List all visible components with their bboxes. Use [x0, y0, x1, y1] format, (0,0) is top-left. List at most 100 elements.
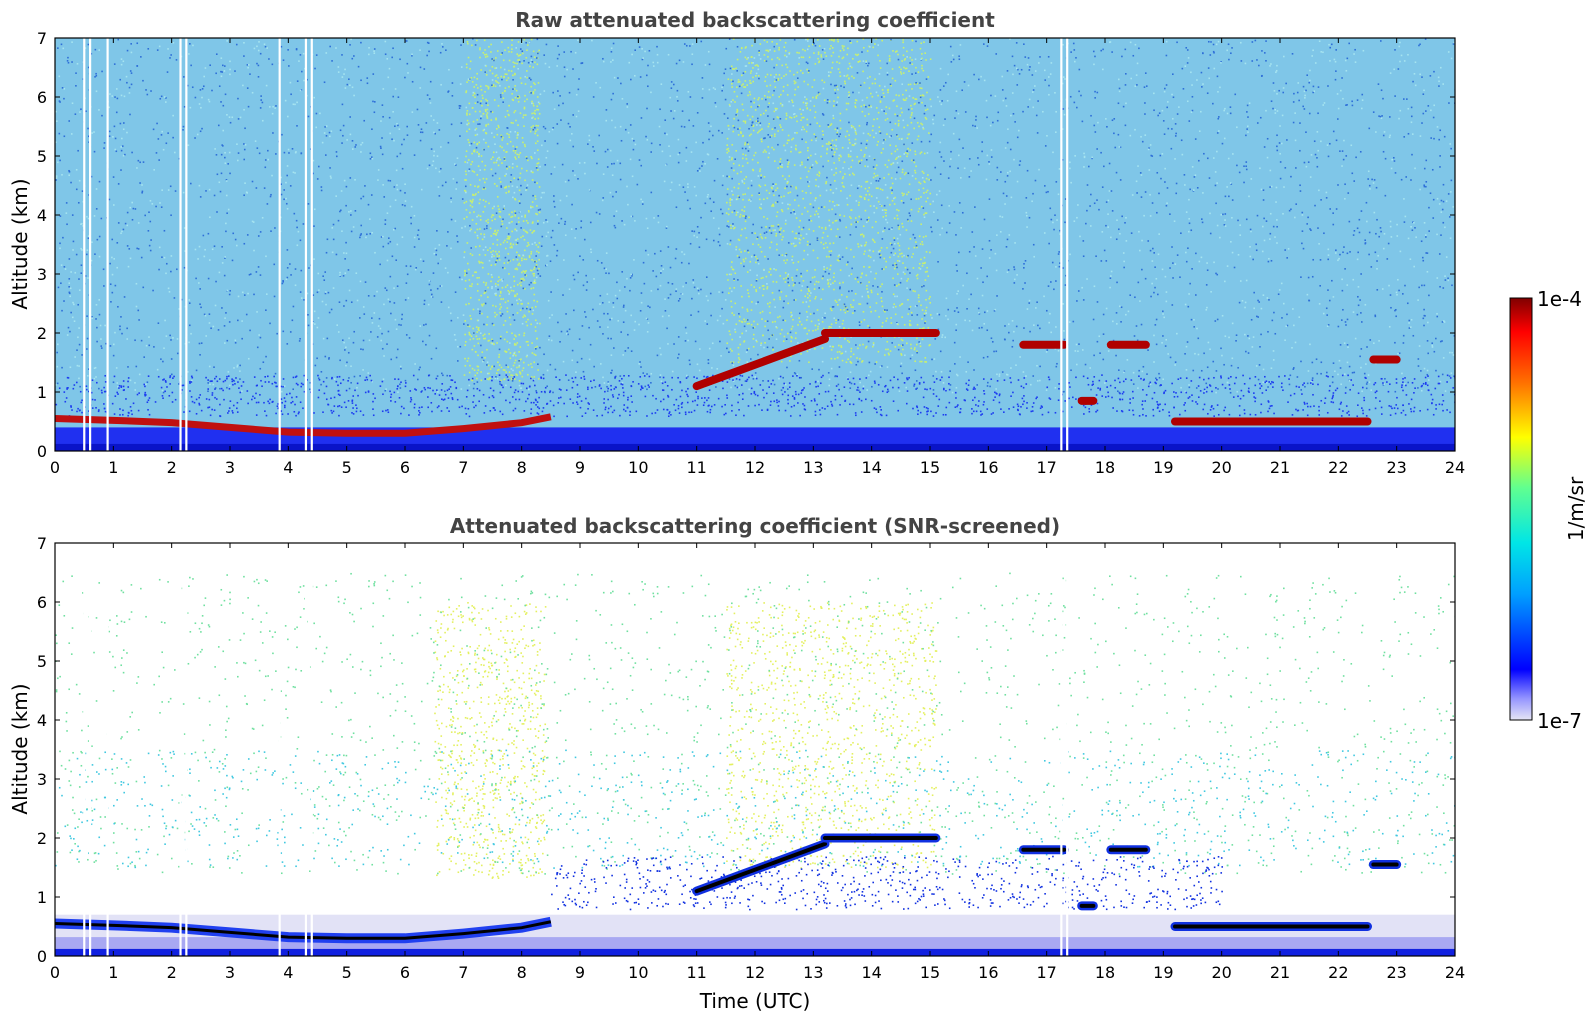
noise-speck [94, 76, 96, 78]
noise-speck [776, 57, 779, 59]
noise-speck [137, 248, 140, 250]
noise-speck [1423, 308, 1425, 311]
noise-speck [753, 154, 755, 157]
noise-speck [441, 184, 444, 187]
noise-speck [744, 122, 747, 124]
noise-speck [537, 158, 540, 161]
noise-speck [572, 170, 574, 172]
noise-speck [532, 272, 534, 275]
noise-speck [536, 140, 539, 143]
noise-speck [483, 333, 486, 336]
noise-speck [894, 113, 896, 116]
noise-speck [827, 282, 830, 284]
noise-speck [852, 58, 854, 60]
noise-speck [751, 301, 753, 303]
noise-speck [613, 224, 616, 227]
noise-speck [536, 182, 538, 184]
noise-speck [937, 260, 939, 263]
noise-speck [500, 135, 503, 138]
noise-speck [757, 301, 759, 303]
plot-background [55, 38, 1455, 451]
noise-speck [871, 238, 874, 241]
noise-speck [750, 82, 752, 84]
noise-speck [768, 102, 770, 105]
noise-speck [795, 217, 798, 219]
noise-speck [917, 210, 920, 213]
noise-speck [419, 366, 421, 369]
noise-speck [1451, 284, 1453, 287]
noise-speck [845, 361, 848, 364]
noise-speck [517, 59, 519, 61]
noise-speck [729, 287, 731, 290]
noise-speck [456, 181, 458, 184]
noise-speck [914, 153, 917, 156]
noise-speck [570, 50, 572, 53]
noise-speck [428, 164, 431, 167]
noise-speck [747, 347, 750, 350]
noise-speck [907, 299, 909, 301]
noise-speck [886, 62, 889, 65]
noise-speck [1081, 120, 1084, 123]
noise-speck [777, 130, 779, 132]
noise-speck [170, 270, 172, 273]
noise-speck [772, 229, 775, 232]
noise-speck [838, 157, 840, 160]
noise-speck [502, 241, 505, 244]
noise-speck [1158, 376, 1161, 379]
noise-speck [360, 41, 362, 44]
noise-speck [505, 185, 508, 188]
noise-speck [1103, 165, 1105, 168]
noise-speck [750, 323, 753, 326]
noise-speck [495, 376, 497, 378]
noise-speck [884, 138, 887, 141]
noise-speck [517, 95, 519, 98]
noise-speck [493, 183, 496, 185]
raw-backscatter-panel: Raw attenuated backscattering coefficien… [8, 8, 1465, 477]
noise-speck [1059, 229, 1061, 232]
noise-speck [522, 116, 524, 119]
noise-speck [472, 337, 475, 340]
noise-speck [1212, 50, 1215, 53]
noise-speck [851, 75, 853, 78]
noise-speck [758, 286, 761, 289]
noise-speck [958, 55, 960, 58]
noise-speck [189, 43, 191, 45]
noise-speck [63, 300, 65, 302]
noise-speck [289, 331, 292, 333]
noise-speck [858, 324, 861, 327]
noise-speck [786, 66, 789, 69]
noise-speck [850, 355, 852, 358]
noise-speck [958, 251, 960, 254]
noise-speck [640, 292, 643, 294]
noise-speck [442, 374, 444, 377]
noise-speck [882, 92, 885, 95]
noise-speck [339, 359, 341, 362]
noise-speck [1348, 220, 1351, 223]
noise-speck [58, 132, 61, 135]
noise-speck [767, 106, 769, 108]
noise-speck [563, 75, 566, 78]
noise-speck [593, 150, 596, 152]
noise-speck [1411, 229, 1414, 232]
noise-speck [725, 47, 728, 50]
noise-speck [989, 385, 991, 388]
noise-speck [752, 333, 755, 336]
noise-speck [866, 190, 869, 192]
noise-speck [744, 154, 747, 157]
noise-speck [534, 354, 537, 356]
noise-speck [1148, 147, 1150, 149]
noise-speck [751, 232, 753, 234]
noise-speck [843, 161, 846, 163]
noise-speck [846, 203, 849, 206]
noise-speck [491, 214, 494, 216]
noise-speck [473, 345, 476, 347]
noise-speck [520, 236, 522, 239]
noise-speck [838, 62, 841, 64]
noise-speck [731, 83, 733, 85]
noise-speck [902, 54, 905, 57]
noise-speck [809, 243, 811, 246]
noise-speck [885, 266, 887, 268]
noise-speck [1407, 381, 1409, 384]
noise-speck [468, 279, 471, 281]
noise-speck [898, 66, 901, 69]
